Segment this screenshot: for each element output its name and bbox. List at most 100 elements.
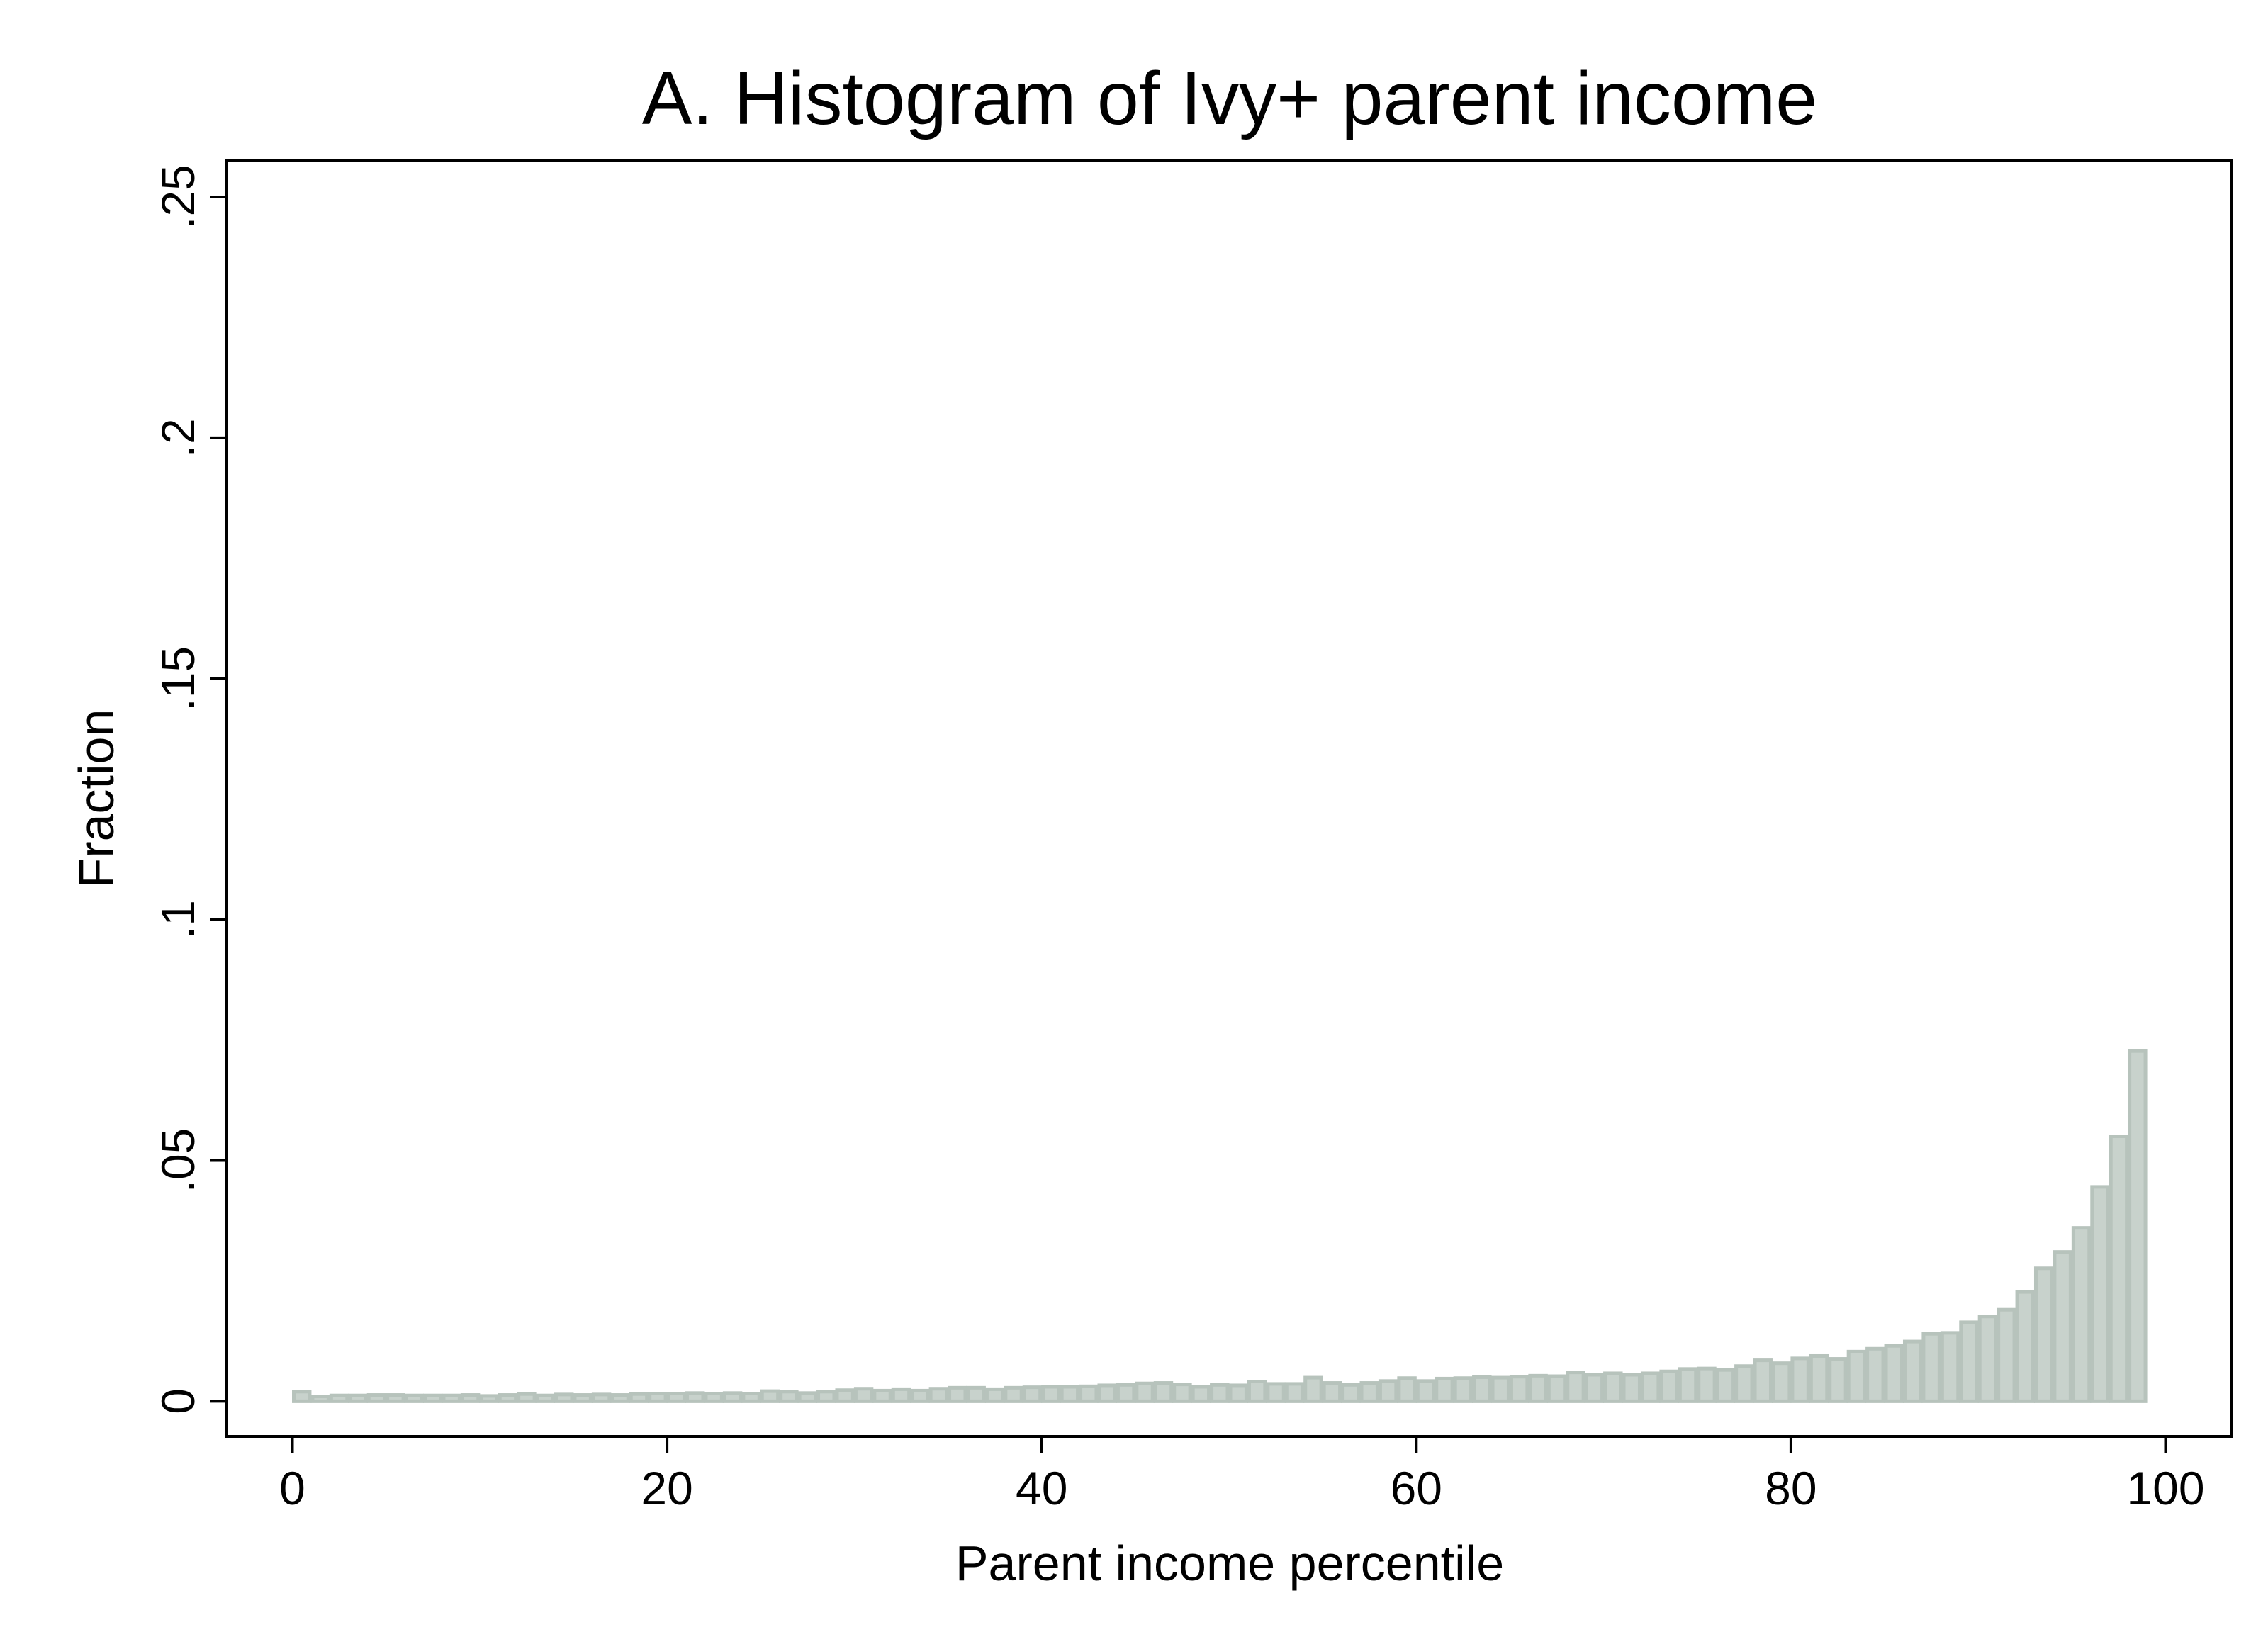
bar (2109, 1135, 2129, 1403)
bar (1865, 1346, 1885, 1403)
bar (872, 1388, 892, 1403)
bar (1790, 1356, 1810, 1403)
bar (760, 1389, 780, 1403)
x-tick-label: 40 (1016, 1462, 1067, 1514)
bar (1509, 1375, 1529, 1403)
bar (1004, 1385, 1023, 1403)
bar (1734, 1364, 1754, 1403)
bar (348, 1393, 368, 1403)
bar (292, 1390, 312, 1403)
bar (2128, 1049, 2148, 1403)
bar (1060, 1385, 1080, 1403)
bar (797, 1391, 818, 1403)
bar (1678, 1367, 1698, 1403)
bar (310, 1395, 330, 1403)
x-axis-label: Parent income percentile (955, 1536, 1504, 1591)
bar (479, 1394, 499, 1403)
bar (517, 1392, 537, 1403)
bar (984, 1387, 1005, 1403)
bar (629, 1392, 649, 1403)
bar (704, 1392, 724, 1403)
bar (366, 1393, 387, 1403)
bar (2015, 1290, 2035, 1403)
bar (648, 1392, 668, 1403)
bar (1359, 1381, 1379, 1403)
bar (910, 1388, 930, 1403)
y-tick-label: .25 (152, 164, 204, 230)
bar (498, 1393, 518, 1403)
bar (1210, 1383, 1230, 1403)
bar (666, 1392, 687, 1403)
bar (1884, 1344, 1904, 1403)
y-tick-label: 0 (152, 1388, 204, 1414)
bar (1959, 1320, 1979, 1403)
bar (1584, 1373, 1605, 1403)
bar (1622, 1373, 1641, 1403)
bar (948, 1385, 967, 1403)
bar (741, 1392, 761, 1403)
bar (573, 1393, 593, 1403)
bar (2053, 1250, 2072, 1403)
x-tick-label: 100 (2126, 1462, 2204, 1514)
bar (2033, 1266, 2054, 1403)
bar (1079, 1384, 1099, 1403)
x-tick-label: 20 (641, 1462, 692, 1514)
bar (835, 1388, 855, 1403)
bar (1491, 1375, 1510, 1403)
bar (1902, 1339, 1923, 1403)
bar (1116, 1383, 1136, 1403)
bar (610, 1393, 630, 1403)
bar (1940, 1331, 1960, 1403)
bar (1715, 1368, 1736, 1403)
bar (404, 1393, 425, 1403)
bar (1303, 1375, 1323, 1403)
y-tick-label: .2 (152, 418, 204, 457)
y-axis-label: Fraction (69, 709, 124, 889)
bar (1284, 1382, 1305, 1403)
bar (1640, 1371, 1661, 1403)
bar (460, 1393, 481, 1403)
bar (442, 1393, 461, 1403)
bar (1659, 1369, 1679, 1403)
plot-frame (225, 159, 2233, 1438)
bar (1997, 1307, 2016, 1403)
bar (1435, 1376, 1454, 1403)
bar (1771, 1361, 1792, 1403)
bar (1566, 1371, 1585, 1403)
bar (2071, 1226, 2092, 1403)
bar (1546, 1374, 1567, 1403)
y-tick-label: .15 (152, 646, 204, 711)
bar (329, 1393, 349, 1403)
bar (1247, 1380, 1267, 1403)
chart-title: A. Histogram of Ivy+ parent income (642, 57, 1817, 140)
bar (1697, 1366, 1717, 1403)
bar (1921, 1332, 1941, 1403)
bar (386, 1393, 405, 1403)
y-tick-label: .1 (152, 900, 204, 939)
bar (891, 1387, 911, 1403)
bar (1846, 1349, 1867, 1403)
bar (1041, 1385, 1061, 1403)
bar (722, 1391, 743, 1403)
bar (1228, 1383, 1248, 1403)
bar (1341, 1383, 1361, 1403)
bar (1809, 1353, 1829, 1403)
bar (1977, 1315, 1998, 1403)
bar (1022, 1385, 1043, 1403)
bar (1453, 1376, 1473, 1403)
bar (2090, 1185, 2110, 1403)
bar (554, 1392, 574, 1403)
x-tick-label: 0 (279, 1462, 305, 1514)
bar (1415, 1379, 1436, 1403)
bar (1603, 1371, 1623, 1403)
bar (423, 1393, 443, 1403)
x-tick-label: 80 (1765, 1462, 1817, 1514)
bar (1153, 1381, 1174, 1403)
bar (1528, 1373, 1548, 1403)
bar (816, 1390, 836, 1403)
bar (1191, 1385, 1211, 1403)
y-tick-label: .05 (152, 1128, 204, 1193)
bar (1266, 1382, 1286, 1403)
bar (1397, 1376, 1417, 1403)
